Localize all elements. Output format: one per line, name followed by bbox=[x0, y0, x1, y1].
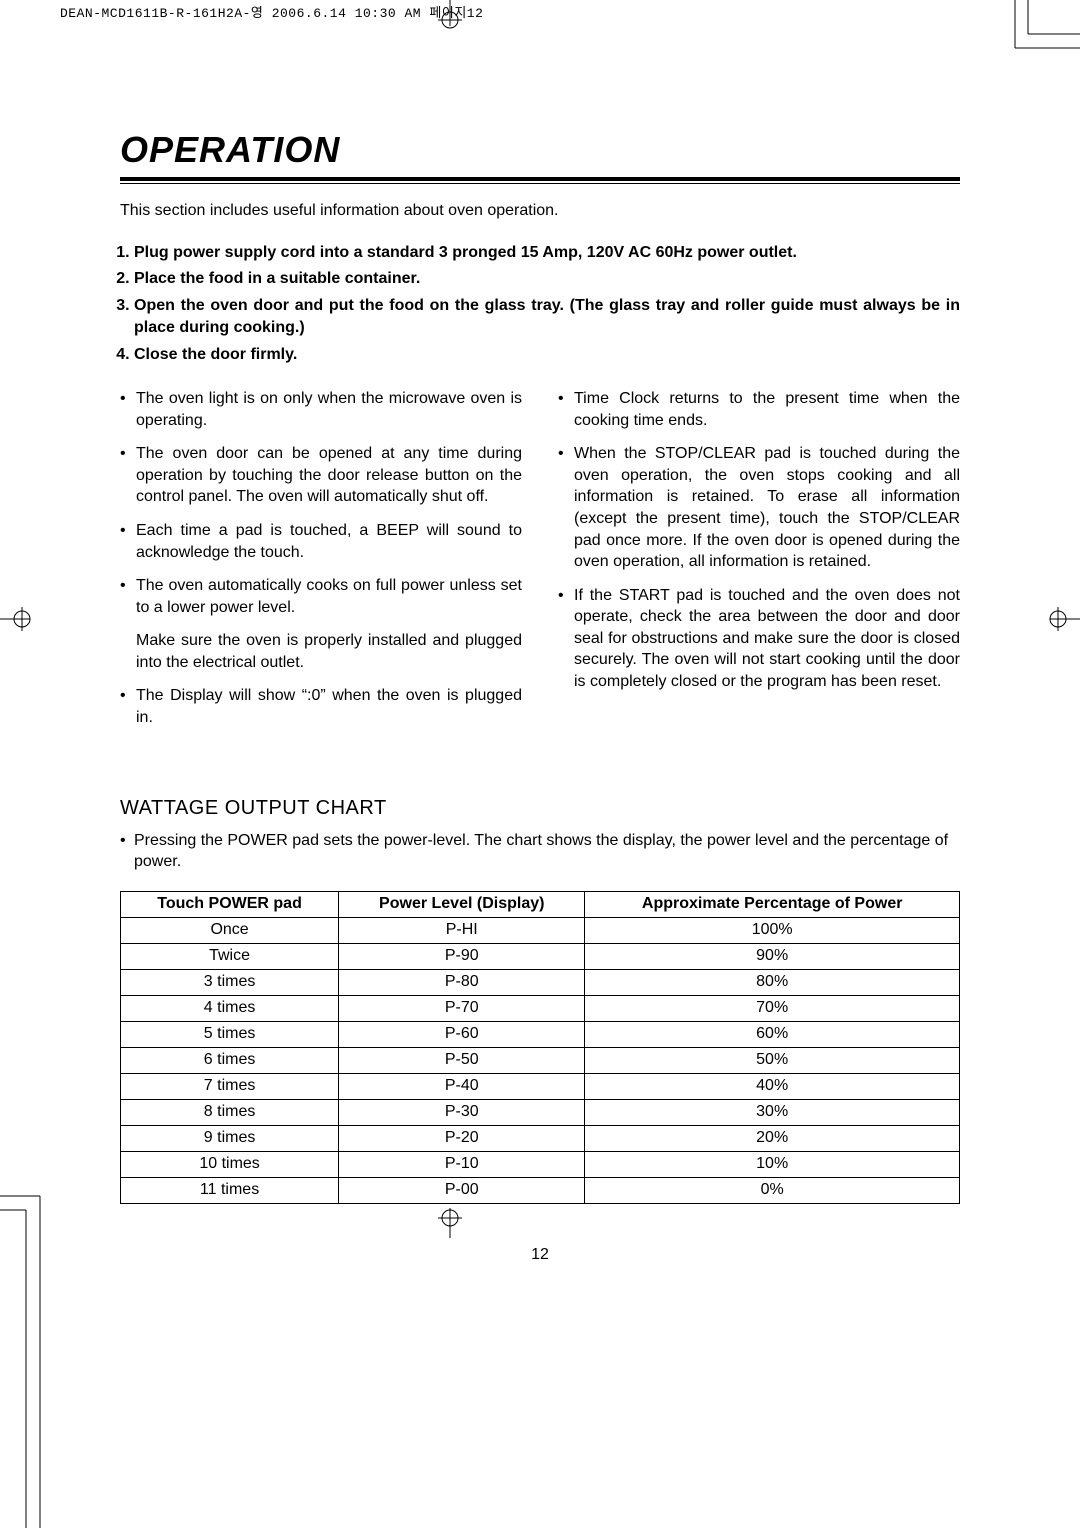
table-header: Approximate Percentage of Power bbox=[585, 891, 960, 917]
table-cell: P-HI bbox=[339, 917, 585, 943]
chart-heading: WATTAGE OUTPUT CHART bbox=[120, 797, 960, 820]
table-cell: Once bbox=[121, 917, 339, 943]
table-cell: 20% bbox=[585, 1125, 960, 1151]
table-row: 10 timesP-1010% bbox=[121, 1151, 960, 1177]
table-row: 3 timesP-8080% bbox=[121, 969, 960, 995]
note-bullet: The oven light is on only when the micro… bbox=[120, 388, 522, 431]
table-row: 6 timesP-5050% bbox=[121, 1047, 960, 1073]
intro-text: This section includes useful information… bbox=[120, 202, 960, 220]
table-cell: P-30 bbox=[339, 1099, 585, 1125]
table-header: Touch POWER pad bbox=[121, 891, 339, 917]
print-header: DEAN-MCD1611B-R-161H2A-영 2006.6.14 10:30… bbox=[0, 0, 1080, 24]
table-row: 8 timesP-3030% bbox=[121, 1099, 960, 1125]
table-cell: 0% bbox=[585, 1177, 960, 1203]
table-cell: Twice bbox=[121, 943, 339, 969]
table-cell: 90% bbox=[585, 943, 960, 969]
table-cell: P-70 bbox=[339, 995, 585, 1021]
table-cell: 5 times bbox=[121, 1021, 339, 1047]
table-cell: 3 times bbox=[121, 969, 339, 995]
note-bullet: Time Clock returns to the present time w… bbox=[558, 388, 960, 431]
step-item: Open the oven door and put the food on t… bbox=[134, 295, 960, 340]
table-row: 9 timesP-2020% bbox=[121, 1125, 960, 1151]
table-cell: P-10 bbox=[339, 1151, 585, 1177]
two-column-notes: The oven light is on only when the micro… bbox=[120, 388, 960, 741]
table-cell: 50% bbox=[585, 1047, 960, 1073]
table-cell: 60% bbox=[585, 1021, 960, 1047]
table-cell: 40% bbox=[585, 1073, 960, 1099]
table-row: 5 timesP-6060% bbox=[121, 1021, 960, 1047]
right-column: Time Clock returns to the present time w… bbox=[558, 388, 960, 741]
note-bullet: The Display will show “:0” when the oven… bbox=[120, 685, 522, 728]
table-cell: P-20 bbox=[339, 1125, 585, 1151]
table-cell: 10 times bbox=[121, 1151, 339, 1177]
step-item: Place the food in a suitable container. bbox=[134, 268, 960, 290]
table-cell: 70% bbox=[585, 995, 960, 1021]
note-bullet: The oven door can be opened at any time … bbox=[120, 443, 522, 508]
wattage-table: Touch POWER padPower Level (Display)Appr… bbox=[120, 891, 960, 1204]
table-cell: 6 times bbox=[121, 1047, 339, 1073]
title-rule bbox=[120, 177, 960, 184]
chart-intro: Pressing the POWER pad sets the power-le… bbox=[120, 830, 960, 873]
table-cell: 30% bbox=[585, 1099, 960, 1125]
table-row: 11 timesP-000% bbox=[121, 1177, 960, 1203]
page-content: OPERATION This section includes useful i… bbox=[120, 24, 960, 1324]
table-cell: 10% bbox=[585, 1151, 960, 1177]
table-header: Power Level (Display) bbox=[339, 891, 585, 917]
table-cell: P-60 bbox=[339, 1021, 585, 1047]
left-column: The oven light is on only when the micro… bbox=[120, 388, 522, 741]
note-bullet: The oven automatically cooks on full pow… bbox=[120, 575, 522, 618]
table-row: TwiceP-9090% bbox=[121, 943, 960, 969]
note-bullet: Each time a pad is touched, a BEEP will … bbox=[120, 520, 522, 563]
table-cell: 4 times bbox=[121, 995, 339, 1021]
step-item: Plug power supply cord into a standard 3… bbox=[134, 242, 960, 264]
table-cell: P-90 bbox=[339, 943, 585, 969]
page-title: OPERATION bbox=[120, 129, 960, 171]
note-followup: Make sure the oven is properly installed… bbox=[136, 630, 522, 673]
step-item: Close the door firmly. bbox=[134, 344, 960, 366]
table-row: OnceP-HI100% bbox=[121, 917, 960, 943]
note-bullet: When the STOP/CLEAR pad is touched durin… bbox=[558, 443, 960, 573]
note-bullet: If the START pad is touched and the oven… bbox=[558, 585, 960, 693]
table-cell: P-00 bbox=[339, 1177, 585, 1203]
page-number: 12 bbox=[120, 1246, 960, 1264]
table-cell: 11 times bbox=[121, 1177, 339, 1203]
table-row: 7 timesP-4040% bbox=[121, 1073, 960, 1099]
table-row: 4 timesP-7070% bbox=[121, 995, 960, 1021]
table-cell: P-80 bbox=[339, 969, 585, 995]
table-cell: 9 times bbox=[121, 1125, 339, 1151]
table-cell: P-40 bbox=[339, 1073, 585, 1099]
table-cell: 7 times bbox=[121, 1073, 339, 1099]
table-cell: 80% bbox=[585, 969, 960, 995]
table-cell: P-50 bbox=[339, 1047, 585, 1073]
table-cell: 100% bbox=[585, 917, 960, 943]
operation-steps: Plug power supply cord into a standard 3… bbox=[134, 242, 960, 366]
table-cell: 8 times bbox=[121, 1099, 339, 1125]
